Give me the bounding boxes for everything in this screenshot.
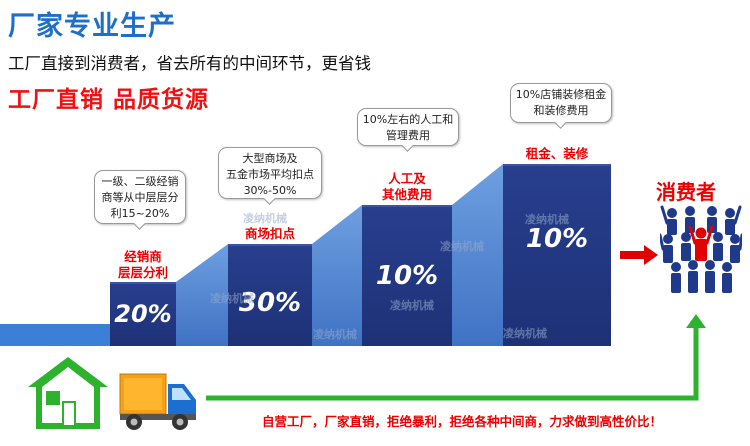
consumers-crowd-icon [660, 205, 742, 293]
callout-line: 管理费用 [386, 129, 430, 142]
green-flow-arrow-icon [206, 314, 706, 401]
bar-label-labor: 人工及 其他费用 [362, 171, 452, 203]
red-arrow-icon [620, 245, 658, 265]
callout-line: 五金市场平均扣点 [226, 168, 314, 181]
bar-label-rent: 租金、装修 [503, 146, 611, 162]
ramp-1 [176, 244, 228, 346]
bar-percent: 20% [114, 300, 172, 328]
ramp-2 [312, 205, 362, 346]
label-line: 其他费用 [381, 187, 432, 202]
watermark: 凌纳机械 [525, 213, 569, 226]
label-line: 人工及 [388, 171, 426, 186]
callout-mall: 大型商场及 五金市场平均扣点 30%-50% [218, 147, 322, 205]
watermark: 凌纳机械 [210, 292, 254, 305]
label-line: 层层分利 [117, 265, 168, 280]
watermark: 凌纳机械 [503, 327, 547, 340]
factory-house-icon [28, 357, 108, 429]
slogan: 工厂直销 品质货源 [8, 87, 210, 113]
callout-rent: 10%店铺装修租金 和装修费用 [510, 83, 612, 129]
watermark: 凌纳机械 [243, 212, 287, 225]
bar-rent-decoration: 10% [503, 164, 611, 346]
callout-line: 10%左右的人工和 [362, 113, 454, 126]
callout-line: 利15~20% [110, 207, 170, 220]
callout-distributor: 一级、二级经销 商等从中层层分 利15~20% [94, 170, 186, 230]
callout-line: 商等从中层层分 [101, 191, 179, 204]
bar-distributor: 20% [110, 282, 176, 346]
page-title: 厂家专业生产 [8, 11, 176, 42]
watermark: 凌纳机械 [440, 240, 484, 253]
bar-mall-commission: 30% [228, 244, 312, 346]
watermark: 凌纳机械 [390, 299, 434, 312]
callout-labor: 10%左右的人工和 管理费用 [357, 108, 459, 152]
callout-line: 30%-50% [243, 184, 297, 197]
bottom-slogan: 自营工厂，厂家直销，拒绝暴利，拒绝各种中间商，力求做到高性价比！ [262, 414, 663, 429]
label-line: 经销商 [124, 249, 162, 264]
watermark: 凌纳机械 [313, 328, 357, 341]
callout-line: 10%店铺装修租金 [515, 88, 607, 101]
bar-percent: 30% [238, 288, 302, 318]
callout-line: 一级、二级经销 [101, 175, 179, 188]
ramp-3 [452, 164, 503, 346]
delivery-truck-icon [119, 373, 196, 430]
bar-percent: 10% [375, 261, 439, 291]
bar-label-distributor: 经销商 层层分利 [110, 249, 176, 281]
bar-percent: 10% [525, 224, 589, 254]
step-band [0, 324, 110, 346]
callout-line: 和装修费用 [533, 104, 589, 117]
label-line: 商场扣点 [244, 226, 295, 241]
consumer-label: 消费者 [656, 180, 716, 204]
label-line: 租金、装修 [525, 146, 589, 161]
callout-line: 大型商场及 [242, 152, 298, 165]
page-subtitle: 工厂直接到消费者，省去所有的中间环节，更省钱 [8, 54, 371, 73]
bar-label-mall: 商场扣点 [228, 226, 312, 242]
bar-labor-cost: 10% [362, 205, 452, 346]
